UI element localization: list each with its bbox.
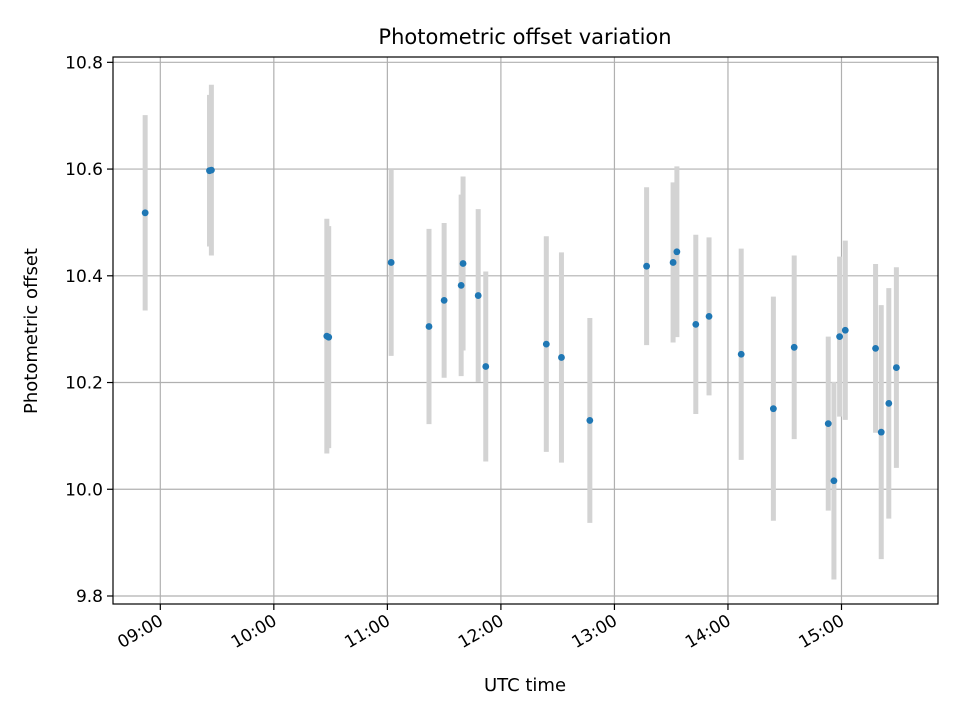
data-point [790,343,798,351]
y-tick-label: 10.8 [65,53,103,73]
data-point [830,477,838,485]
y-ticks: 9.8 10.0 10.2 10.4 10.6 10.8 [65,53,113,607]
data-point [141,209,149,217]
data-point [705,312,713,320]
y-axis-label: Photometric offset [21,248,42,414]
data-point [872,344,879,352]
data-point [425,323,433,330]
chart-title: Photometric offset variation [378,25,671,49]
data-point [669,259,677,266]
data-point [542,340,550,348]
data-point [440,296,448,304]
x-axis-label: UTC time [484,675,566,696]
y-tick-label: 10.4 [65,267,103,287]
data-point [737,350,745,358]
data-point [459,260,467,267]
grid [113,57,938,604]
data-point [673,248,681,256]
data-point [457,282,465,289]
data-point [877,428,885,436]
data-point [885,399,893,407]
data-point [482,363,490,370]
data-point [387,259,395,266]
y-tick-label: 10.0 [65,480,103,500]
data-point [692,320,700,328]
data-point [474,292,482,299]
data-point [586,417,594,424]
data-point [325,333,333,341]
data-point [769,405,777,413]
data-point [207,166,215,174]
y-tick-label: 9.8 [76,587,103,607]
data-point [558,354,565,361]
plot-frame [112,56,939,605]
data-point [892,364,900,371]
data-point [841,326,849,334]
data-point [836,333,844,341]
y-tick-label: 10.2 [65,374,103,394]
data-points [141,166,900,485]
data-point [643,262,651,270]
data-point [824,420,832,428]
y-tick-label: 10.6 [65,160,103,180]
